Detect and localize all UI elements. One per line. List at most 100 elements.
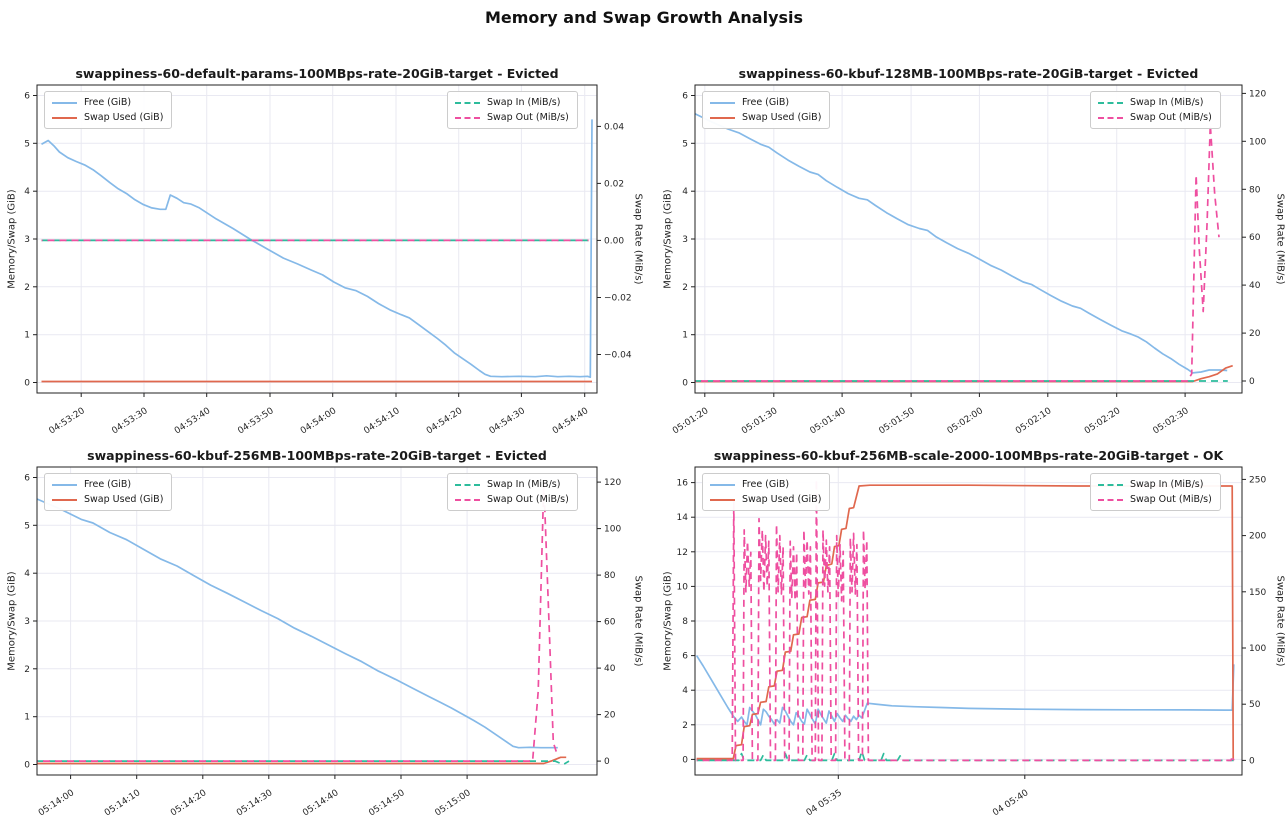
legend-item-swap-used: Swap Used (GiB): [710, 110, 821, 125]
legend-label: Swap Used (GiB): [742, 494, 822, 505]
svg-text:1: 1: [24, 713, 30, 723]
svg-text:5: 5: [24, 139, 30, 149]
y-axis-label-left-1: Memory/Swap (GiB): [662, 189, 674, 289]
svg-text:05:14:50: 05:14:50: [367, 788, 407, 819]
svg-text:04 05:35: 04 05:35: [805, 788, 844, 818]
legend-item-swap-out: Swap Out (MiB/s): [1098, 492, 1212, 507]
y-axis-label-left-3: Memory/Swap (GiB): [662, 571, 674, 671]
legend-item-swap-out: Swap Out (MiB/s): [455, 110, 569, 125]
svg-text:6: 6: [682, 652, 688, 662]
legend-label: Swap Used (GiB): [84, 494, 164, 505]
legend-label: Swap Used (GiB): [84, 112, 164, 123]
svg-text:80: 80: [604, 571, 616, 581]
legend-swap-rate-1: Swap In (MiB/s) Swap Out (MiB/s): [1090, 91, 1221, 129]
svg-text:3: 3: [24, 617, 30, 627]
svg-text:0: 0: [1249, 756, 1255, 766]
svg-text:120: 120: [604, 478, 621, 488]
svg-text:12: 12: [677, 548, 688, 558]
y-axis-label-right-0: Swap Rate (MiB/s): [632, 193, 644, 285]
svg-text:2: 2: [24, 665, 30, 675]
svg-text:60: 60: [1249, 233, 1261, 243]
legend-item-swap-in: Swap In (MiB/s): [455, 477, 569, 492]
svg-text:0: 0: [682, 379, 688, 389]
legend-item-swap-used: Swap Used (GiB): [710, 492, 821, 507]
svg-text:05:14:00: 05:14:00: [37, 788, 77, 819]
svg-text:05:02:30: 05:02:30: [1151, 406, 1191, 437]
svg-text:0.04: 0.04: [604, 122, 624, 132]
swap-in-line-swatch-icon: [455, 483, 480, 486]
figure-suptitle: Memory and Swap Growth Analysis: [484, 8, 804, 27]
svg-text:0.00: 0.00: [604, 236, 624, 246]
svg-text:05:02:20: 05:02:20: [1083, 406, 1123, 437]
svg-text:50: 50: [1249, 700, 1261, 710]
svg-text:04:54:20: 04:54:20: [425, 406, 465, 437]
swap-in-line-swatch-icon: [1098, 483, 1123, 486]
svg-text:150: 150: [1249, 588, 1266, 598]
swap-used-line-swatch-icon: [52, 116, 77, 119]
svg-text:05:14:30: 05:14:30: [235, 788, 275, 819]
svg-text:4: 4: [682, 187, 688, 197]
svg-text:1: 1: [682, 331, 688, 341]
y-axis-label-right-1: Swap Rate (MiB/s): [1274, 193, 1286, 285]
svg-text:04:54:00: 04:54:00: [299, 406, 339, 437]
svg-text:05:14:40: 05:14:40: [301, 788, 341, 819]
svg-text:5: 5: [682, 139, 688, 149]
svg-text:05:01:50: 05:01:50: [877, 406, 917, 437]
legend-label: Swap Out (MiB/s): [1130, 112, 1212, 123]
svg-text:0: 0: [604, 757, 610, 767]
swap-out-line-swatch-icon: [1098, 116, 1123, 119]
y-axis-label-left-0: Memory/Swap (GiB): [6, 189, 18, 289]
svg-text:0: 0: [24, 761, 30, 771]
svg-text:6: 6: [24, 474, 30, 484]
svg-text:05:01:20: 05:01:20: [671, 406, 711, 437]
legend-item-swap-in: Swap In (MiB/s): [455, 95, 569, 110]
svg-text:1: 1: [24, 331, 30, 341]
swap-out-line-swatch-icon: [455, 116, 480, 119]
svg-text:04:54:10: 04:54:10: [362, 406, 402, 437]
legend-item-swap-used: Swap Used (GiB): [52, 110, 163, 125]
legend-item-swap-used: Swap Used (GiB): [52, 492, 163, 507]
swap-used-line-swatch-icon: [52, 498, 77, 501]
svg-text:2: 2: [682, 283, 688, 293]
svg-text:−0.02: −0.02: [604, 294, 632, 304]
svg-text:40: 40: [604, 664, 616, 674]
legend-swap-rate-2: Swap In (MiB/s) Swap Out (MiB/s): [447, 473, 578, 511]
svg-text:05:01:40: 05:01:40: [808, 406, 848, 437]
swap-out-line-swatch-icon: [455, 498, 480, 501]
svg-text:3: 3: [682, 235, 688, 245]
svg-text:0: 0: [24, 379, 30, 389]
svg-text:2: 2: [682, 721, 688, 731]
svg-text:4: 4: [682, 686, 688, 696]
svg-text:04:53:20: 04:53:20: [47, 406, 87, 437]
subplot-title-bottom-right: swappiness-60-kbuf-256MB-scale-2000-100M…: [713, 448, 1224, 463]
svg-text:05:02:10: 05:02:10: [1014, 406, 1054, 437]
legend-label: Free (GiB): [84, 479, 132, 490]
legend-label: Swap Out (MiB/s): [1130, 494, 1212, 505]
svg-text:100: 100: [1249, 644, 1266, 654]
legend-item-swap-in: Swap In (MiB/s): [1098, 477, 1212, 492]
svg-text:5: 5: [24, 521, 30, 531]
svg-text:04:53:40: 04:53:40: [173, 406, 213, 437]
svg-text:04:54:30: 04:54:30: [488, 406, 528, 437]
swap-in-line-swatch-icon: [455, 101, 480, 104]
svg-text:120: 120: [1249, 89, 1266, 99]
legend-memory-1: Free (GiB) Swap Used (GiB): [702, 91, 831, 129]
svg-text:04:53:30: 04:53:30: [110, 406, 150, 437]
free-line-swatch-icon: [52, 101, 77, 104]
svg-text:05:14:20: 05:14:20: [169, 788, 209, 819]
swap-used-line-swatch-icon: [710, 116, 735, 119]
svg-text:04:54:40: 04:54:40: [551, 406, 591, 437]
subplot-title-top-left: swappiness-60-default-params-100MBps-rat…: [75, 66, 559, 81]
legend-memory-0: Free (GiB) Swap Used (GiB): [44, 91, 173, 129]
legend-item-free: Free (GiB): [710, 95, 821, 110]
y-axis-label-right-3: Swap Rate (MiB/s): [1274, 575, 1286, 667]
legend-swap-rate-0: Swap In (MiB/s) Swap Out (MiB/s): [447, 91, 578, 129]
svg-text:8: 8: [682, 617, 688, 627]
svg-text:40: 40: [1249, 281, 1261, 291]
svg-text:4: 4: [24, 569, 30, 579]
svg-text:05:15:00: 05:15:00: [433, 788, 473, 819]
svg-text:04:53:50: 04:53:50: [236, 406, 276, 437]
svg-text:05:01:30: 05:01:30: [740, 406, 780, 437]
free-line-swatch-icon: [710, 483, 735, 486]
